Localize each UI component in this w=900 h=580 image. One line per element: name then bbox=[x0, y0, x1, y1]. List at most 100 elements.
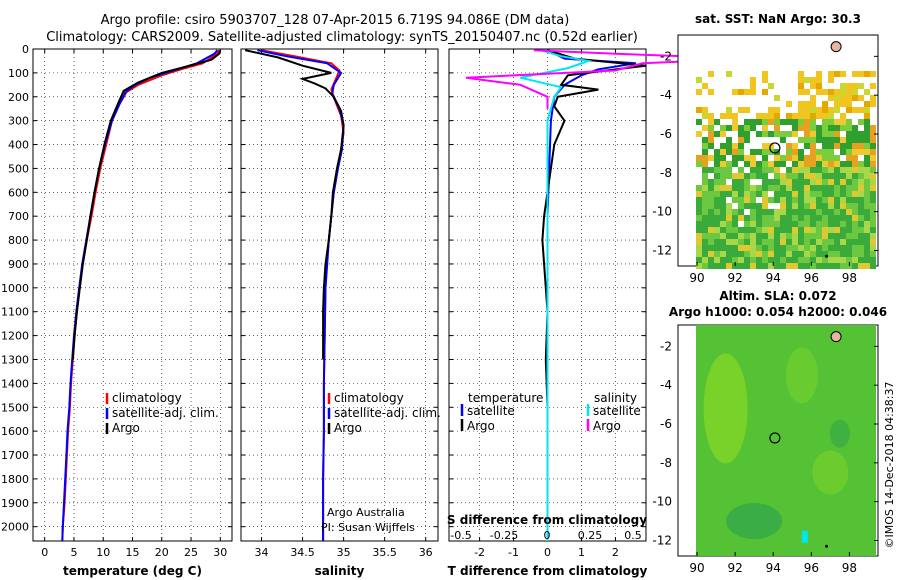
sst-pixel bbox=[750, 263, 756, 269]
sst-pixel bbox=[708, 155, 714, 161]
sst-pixel bbox=[756, 245, 762, 251]
sst-pixel bbox=[738, 191, 744, 197]
sst-pixel bbox=[732, 197, 738, 203]
legend-label: Argo bbox=[334, 421, 362, 435]
depth-tick-label: 500 bbox=[8, 162, 29, 175]
sst-pixel bbox=[756, 167, 762, 173]
sst-pixel bbox=[744, 185, 750, 191]
sst-pixel bbox=[834, 209, 840, 215]
sst-pixel bbox=[828, 245, 834, 251]
sst-pixel bbox=[774, 167, 780, 173]
sst-pixel bbox=[726, 239, 732, 245]
sst-pixel bbox=[858, 107, 864, 113]
sst-pixel bbox=[750, 233, 756, 239]
sst-pixel bbox=[840, 167, 846, 173]
sst-pixel bbox=[810, 215, 816, 221]
sst-pixel bbox=[750, 251, 756, 257]
sst-pixel bbox=[810, 113, 816, 119]
sst-pixel bbox=[792, 131, 798, 137]
sst-pixel bbox=[864, 71, 870, 77]
sst-pixel bbox=[816, 179, 822, 185]
sst-pixel bbox=[750, 167, 756, 173]
sst-pixel bbox=[774, 227, 780, 233]
sst-pixel bbox=[786, 209, 792, 215]
sst-pixel bbox=[828, 215, 834, 221]
sst-pixel bbox=[840, 173, 846, 179]
sst-pixel bbox=[804, 173, 810, 179]
sst-pixel bbox=[792, 239, 798, 245]
sst-pixel bbox=[798, 233, 804, 239]
sst-pixel bbox=[846, 155, 852, 161]
sst-pixel bbox=[846, 197, 852, 203]
sst-pixel bbox=[870, 101, 876, 107]
sst-pixel bbox=[708, 203, 714, 209]
sst-pixel bbox=[864, 209, 870, 215]
sst-pixel bbox=[846, 179, 852, 185]
sst-pixel bbox=[732, 245, 738, 251]
sst-pixel bbox=[870, 221, 876, 227]
sst-pixel bbox=[750, 191, 756, 197]
x-tick-label: 25 bbox=[184, 546, 198, 559]
map-tick-label-x: 92 bbox=[728, 561, 743, 575]
sst-pixel bbox=[828, 191, 834, 197]
sst-pixel bbox=[720, 203, 726, 209]
sst-pixel bbox=[822, 89, 828, 95]
x-tick-label: 15 bbox=[126, 546, 140, 559]
sst-pixel bbox=[780, 161, 786, 167]
sst-pixel bbox=[822, 131, 828, 137]
sst-pixel bbox=[834, 137, 840, 143]
sst-pixel bbox=[822, 113, 828, 119]
sst-pixel bbox=[768, 107, 774, 113]
sst-pixel bbox=[768, 257, 774, 263]
sst-pixel bbox=[762, 71, 768, 77]
sst-pixel bbox=[780, 227, 786, 233]
sst-pixel bbox=[720, 191, 726, 197]
sst-pixel bbox=[774, 155, 780, 161]
sst-pixel bbox=[762, 149, 768, 155]
sst-pixel bbox=[858, 209, 864, 215]
sst-pixel bbox=[780, 251, 786, 257]
sst-pixel bbox=[810, 119, 816, 125]
plot-frame bbox=[240, 48, 439, 542]
sst-pixel bbox=[696, 257, 702, 263]
sst-pixel bbox=[768, 167, 774, 173]
sst-pixel bbox=[732, 191, 738, 197]
x-tick-label: 2 bbox=[612, 546, 619, 559]
sst-pixel bbox=[768, 131, 774, 137]
sst-pixel bbox=[720, 239, 726, 245]
sst-pixel bbox=[774, 197, 780, 203]
sst-pixel bbox=[774, 179, 780, 185]
sst-pixel bbox=[714, 167, 720, 173]
sst-pixel bbox=[720, 227, 726, 233]
sst-pixel bbox=[708, 251, 714, 257]
map-dot bbox=[825, 254, 829, 258]
sst-pixel bbox=[828, 251, 834, 257]
sst-pixel bbox=[714, 161, 720, 167]
sst-pixel bbox=[738, 179, 744, 185]
sst-pixel bbox=[810, 161, 816, 167]
sst-pixel bbox=[804, 221, 810, 227]
x-axis-label: salinity bbox=[315, 564, 365, 578]
sst-pixel bbox=[804, 137, 810, 143]
depth-tick-label: 1300 bbox=[1, 353, 29, 366]
sst-pixel bbox=[738, 257, 744, 263]
sst-pixel bbox=[708, 137, 714, 143]
sst-pixel bbox=[858, 239, 864, 245]
sst-pixel bbox=[846, 209, 852, 215]
sst-pixel bbox=[792, 233, 798, 239]
sst-pixel bbox=[810, 173, 816, 179]
sst-pixel bbox=[738, 89, 744, 95]
sst-pixel bbox=[708, 125, 714, 131]
sst-pixel bbox=[822, 179, 828, 185]
sst-pixel bbox=[792, 203, 798, 209]
sst-pixel bbox=[816, 191, 822, 197]
sst-pixel bbox=[768, 83, 774, 89]
sst-pixel bbox=[798, 125, 804, 131]
sst-pixel bbox=[852, 203, 858, 209]
sst-pixel bbox=[696, 251, 702, 257]
sst-pixel bbox=[786, 173, 792, 179]
sst-pixel bbox=[828, 173, 834, 179]
sst-pixel bbox=[762, 113, 768, 119]
sst-pixel bbox=[870, 125, 876, 131]
sst-pixel bbox=[834, 197, 840, 203]
